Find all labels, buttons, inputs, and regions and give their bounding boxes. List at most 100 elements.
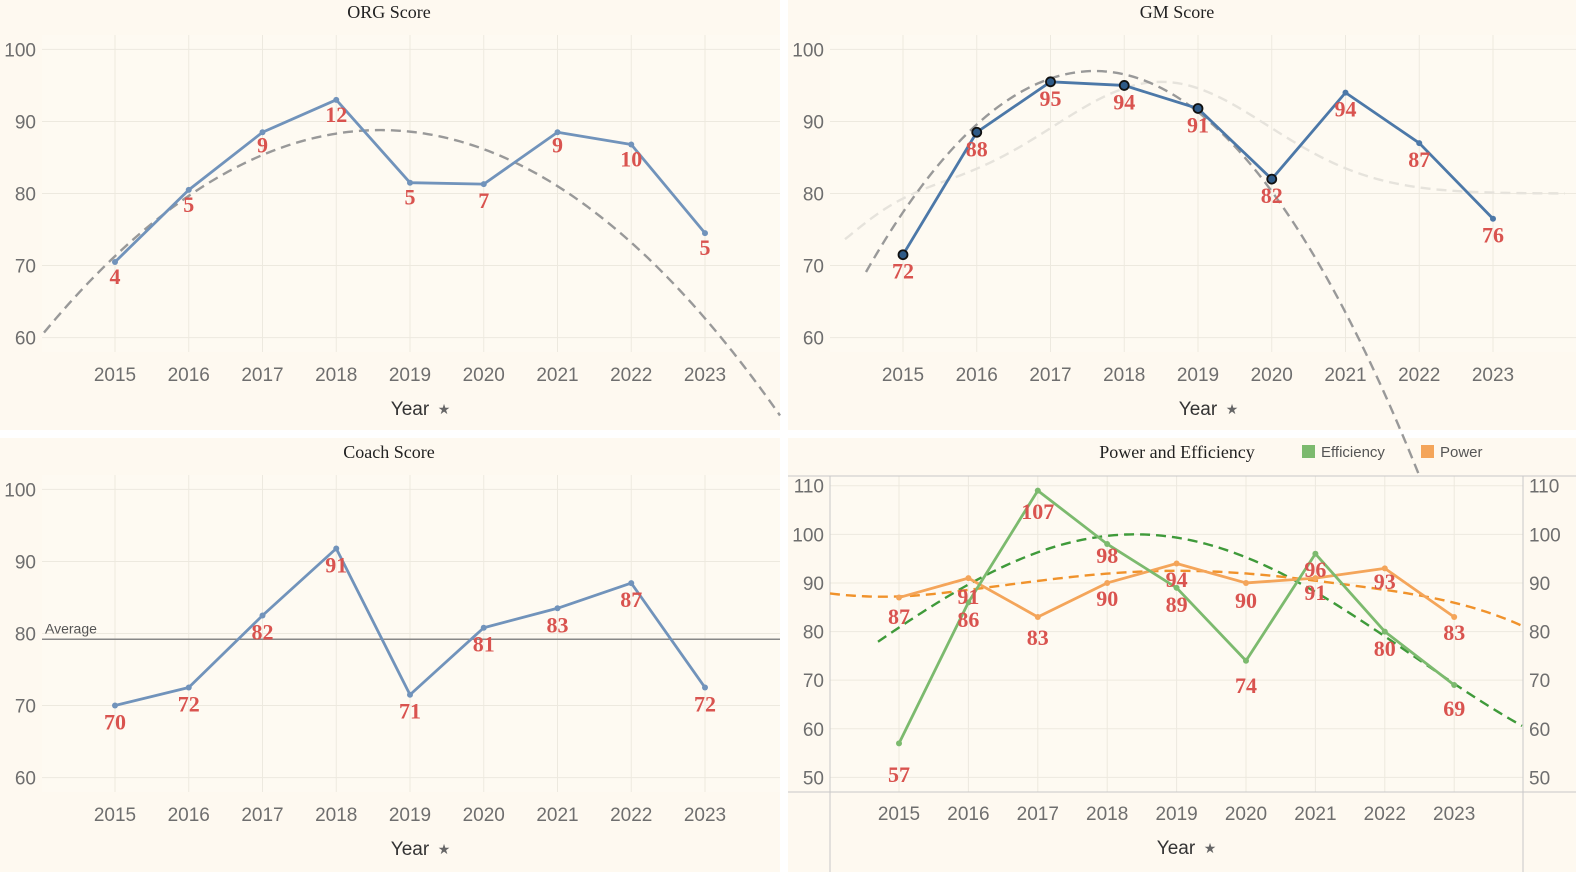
data-label: 7 [478, 188, 489, 213]
y-tick-label: 80 [15, 625, 36, 646]
pin-icon: ★ [1226, 402, 1239, 418]
x-tick-label: 2016 [168, 805, 210, 826]
data-point-power [1243, 579, 1249, 586]
data-point-efficiency [1312, 550, 1319, 557]
data-label: 83 [547, 612, 569, 637]
x-tick-label: 2018 [315, 805, 357, 826]
y-tick-label: 100 [792, 40, 824, 61]
data-point [333, 545, 340, 552]
gm-chart: 60 70 80 90 100 2015 2016 2017 2018 2019 2020 2021 2… [792, 35, 1576, 535]
data-label-power: 90 [1235, 588, 1257, 613]
data-label: 9 [257, 132, 268, 157]
data-point [480, 624, 487, 631]
data-point-power [1451, 613, 1458, 620]
x-tick-label: 2022 [610, 805, 652, 826]
y-tick-label-right: 70 [1529, 671, 1550, 692]
data-point-efficiency [1173, 584, 1180, 591]
x-tick-label: 2019 [1155, 804, 1197, 825]
data-label: 12 [325, 102, 347, 127]
y-tick-label: 50 [803, 768, 824, 789]
data-label: 71 [399, 699, 421, 724]
data-point-highlight [1118, 80, 1130, 91]
data-label: 87 [620, 587, 642, 612]
x-tick-label: 2018 [315, 365, 357, 386]
legend-swatch-efficiency [1302, 445, 1315, 458]
data-label: 10 [620, 147, 642, 172]
data-label-power: 83 [1027, 625, 1049, 650]
y-tick-label: 90 [15, 112, 36, 133]
legend-label-efficiency: Efficiency [1321, 444, 1385, 461]
data-label: 72 [892, 259, 914, 284]
legend-swatch-power [1421, 445, 1434, 458]
x-tick-label: 2018 [1086, 804, 1128, 825]
x-tick-label: 2015 [882, 365, 924, 386]
data-point-efficiency [1381, 628, 1388, 635]
x-tick-label: 2019 [389, 365, 431, 386]
data-point-highlight [1192, 103, 1204, 114]
data-point [554, 129, 561, 136]
data-point [702, 230, 708, 237]
x-tick-label: 2015 [94, 365, 136, 386]
data-point-efficiency [1243, 657, 1249, 664]
x-tick-label: 2016 [168, 365, 210, 386]
data-point [185, 186, 192, 193]
data-label-efficiency: 80 [1374, 636, 1396, 661]
data-label: 5 [405, 185, 416, 210]
legend-label-power: Power [1440, 444, 1483, 461]
y-tick-label-right: 90 [1529, 574, 1550, 595]
data-label: 82 [252, 619, 274, 644]
x-tick-label: 2019 [1177, 365, 1219, 386]
data-label-power: 87 [888, 604, 910, 629]
pin-icon: ★ [1204, 841, 1217, 857]
data-point-efficiency [1034, 487, 1041, 494]
data-point [628, 141, 635, 148]
x-axis-title: Year [1157, 838, 1196, 859]
power-efficiency-chart: 50 50 60 60 70 70 80 80 90 90 100 100 110 110 2015 2016… [788, 475, 1576, 872]
data-point-highlight [971, 126, 983, 138]
data-label: 95 [1040, 86, 1062, 111]
y-tick-label: 70 [15, 697, 36, 718]
pin-icon: ★ [438, 842, 451, 858]
data-point-efficiency [1451, 682, 1458, 689]
data-label: 91 [1187, 112, 1209, 137]
data-point-power [1034, 613, 1041, 620]
x-tick-label: 2018 [1103, 365, 1145, 386]
data-point-highlight [1045, 76, 1056, 88]
data-label: 88 [966, 136, 988, 161]
data-label: 72 [178, 692, 200, 717]
y-tick-label: 90 [803, 112, 824, 133]
x-tick-label: 2021 [1294, 804, 1336, 825]
x-tick-label: 2017 [241, 365, 283, 386]
y-tick-label-right: 110 [1529, 477, 1559, 498]
data-point-power [965, 575, 972, 582]
x-tick-label: 2021 [536, 805, 578, 826]
x-tick-label: 2017 [1017, 804, 1059, 825]
data-point [259, 129, 266, 136]
x-tick-label: 2015 [878, 804, 920, 825]
trend-line-light [844, 80, 1566, 241]
data-point [480, 181, 487, 188]
x-tick-label: 2016 [947, 804, 989, 825]
data-point-power [1173, 560, 1180, 567]
x-tick-label: 2023 [1472, 365, 1514, 386]
data-point [333, 96, 340, 103]
y-tick-label: 100 [792, 525, 824, 546]
x-axis-title: Year [391, 399, 430, 420]
data-point-efficiency [1104, 541, 1111, 548]
y-tick-label: 100 [4, 480, 36, 501]
data-label: 5 [700, 235, 711, 260]
trend-line [864, 69, 1444, 535]
data-label: 5 [183, 192, 194, 217]
data-label: 70 [104, 710, 126, 735]
data-label: 81 [473, 632, 495, 657]
data-label: 9 [552, 132, 563, 157]
x-axis-title: Year [1179, 399, 1218, 420]
y-tick-label-right: 60 [1529, 720, 1550, 741]
y-tick-label-right: 50 [1529, 768, 1550, 789]
data-point [554, 605, 561, 612]
x-tick-label: 2021 [536, 365, 578, 386]
org-chart: 60 70 80 90 100 2015 2016 2017 2018 2019 2020 2021 2… [4, 35, 781, 420]
power-efficiency-title: Power and Efficiency [1099, 442, 1255, 462]
x-tick-label: 2019 [389, 805, 431, 826]
x-tick-label: 2020 [463, 365, 505, 386]
